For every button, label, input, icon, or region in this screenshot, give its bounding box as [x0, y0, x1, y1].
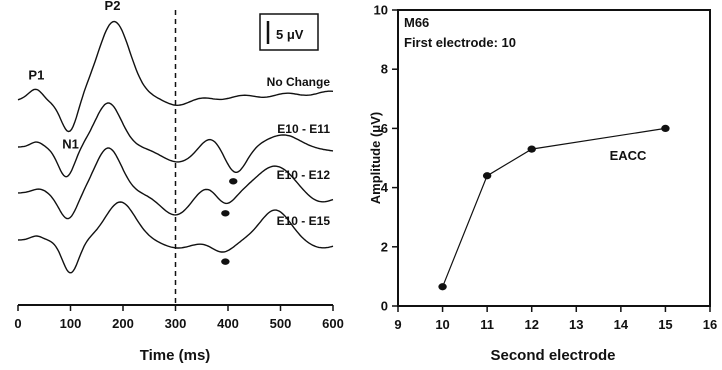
peak-label-p2: P2 — [105, 0, 121, 13]
electrode-tick-label: 11 — [480, 317, 494, 332]
waveform-trace — [17, 201, 334, 274]
eacc-series-line — [442, 127, 666, 288]
eacc-point — [438, 283, 447, 291]
waveform-dot — [229, 178, 238, 185]
series-label-e10-e11: E10 - E11 — [277, 122, 330, 136]
series-label-e10-e12: E10 - E12 — [277, 168, 331, 182]
plot-frame — [397, 9, 711, 307]
electrode-tick-label: 15 — [658, 317, 672, 332]
series-label-no-change: No Change — [267, 75, 331, 89]
peak-label-n1: N1 — [62, 137, 79, 152]
amplitude-panel: 9 10 11 12 13 14 15 16 0 2 4 6 8 10 M66 First electro… — [368, 3, 717, 365]
amplitude-tick-label: 8 — [381, 62, 388, 77]
electrode-tick-label: 12 — [524, 317, 538, 332]
series-label-eacc: EACC — [610, 148, 647, 163]
eacc-point — [661, 124, 670, 132]
time-tick-label: 500 — [270, 316, 292, 331]
time-tick-label: 400 — [217, 316, 239, 331]
eacc-point — [527, 145, 536, 153]
waveform-trace — [17, 20, 334, 133]
electrode-tick-label: 9 — [394, 317, 401, 332]
scale-bar-box — [259, 13, 319, 51]
series-label-e10-e15: E10 - E15 — [277, 214, 331, 228]
electrode-axis-label: Second electrode — [490, 347, 615, 364]
waveform-dots — [221, 178, 238, 265]
waveform-trace — [18, 147, 334, 220]
time-tick-label: 200 — [112, 316, 134, 331]
electrode-tick-label: 13 — [569, 317, 583, 332]
waveform-panel: 0 100 200 300 400 500 600 5 μV P1 P2 N1 No Cha… — [14, 0, 343, 364]
electrode-tick-label: 14 — [614, 317, 629, 332]
amplitude-tick-label: 0 — [381, 299, 388, 314]
time-tick-label: 100 — [60, 316, 82, 331]
waveform-dot — [221, 210, 230, 217]
amplitude-tick-label: 6 — [381, 121, 388, 136]
amplitude-ticks: 9 10 11 12 13 14 15 16 0 2 4 6 8 10 — [374, 3, 718, 333]
time-tick-label: 600 — [322, 316, 344, 331]
scale-bar: 5 μV — [259, 13, 319, 51]
scale-bar-label: 5 μV — [276, 27, 304, 42]
annotation-subject: M66 — [404, 15, 429, 30]
amplitude-tick-label: 2 — [381, 239, 388, 254]
waveforms — [17, 20, 334, 274]
eacc-point — [482, 172, 492, 180]
waveform-trace — [17, 102, 334, 178]
electrode-tick-label: 16 — [703, 317, 717, 332]
amplitude-tick-label: 10 — [374, 3, 388, 18]
time-tick-label: 0 — [14, 316, 21, 331]
amplitude-axis-label: Amplitude (μV) — [368, 112, 383, 204]
time-tick-label: 300 — [165, 316, 187, 331]
electrode-tick-label: 10 — [435, 317, 449, 332]
time-ticks: 0 100 200 300 400 500 600 — [14, 305, 344, 331]
eacc-points — [438, 124, 670, 291]
time-axis-label: Time (ms) — [140, 347, 211, 364]
peak-label-p1: P1 — [28, 67, 44, 82]
waveform-dot — [221, 258, 230, 265]
amplitude-tick-label: 4 — [381, 180, 389, 195]
annotation-first-electrode: First electrode: 10 — [404, 35, 516, 50]
